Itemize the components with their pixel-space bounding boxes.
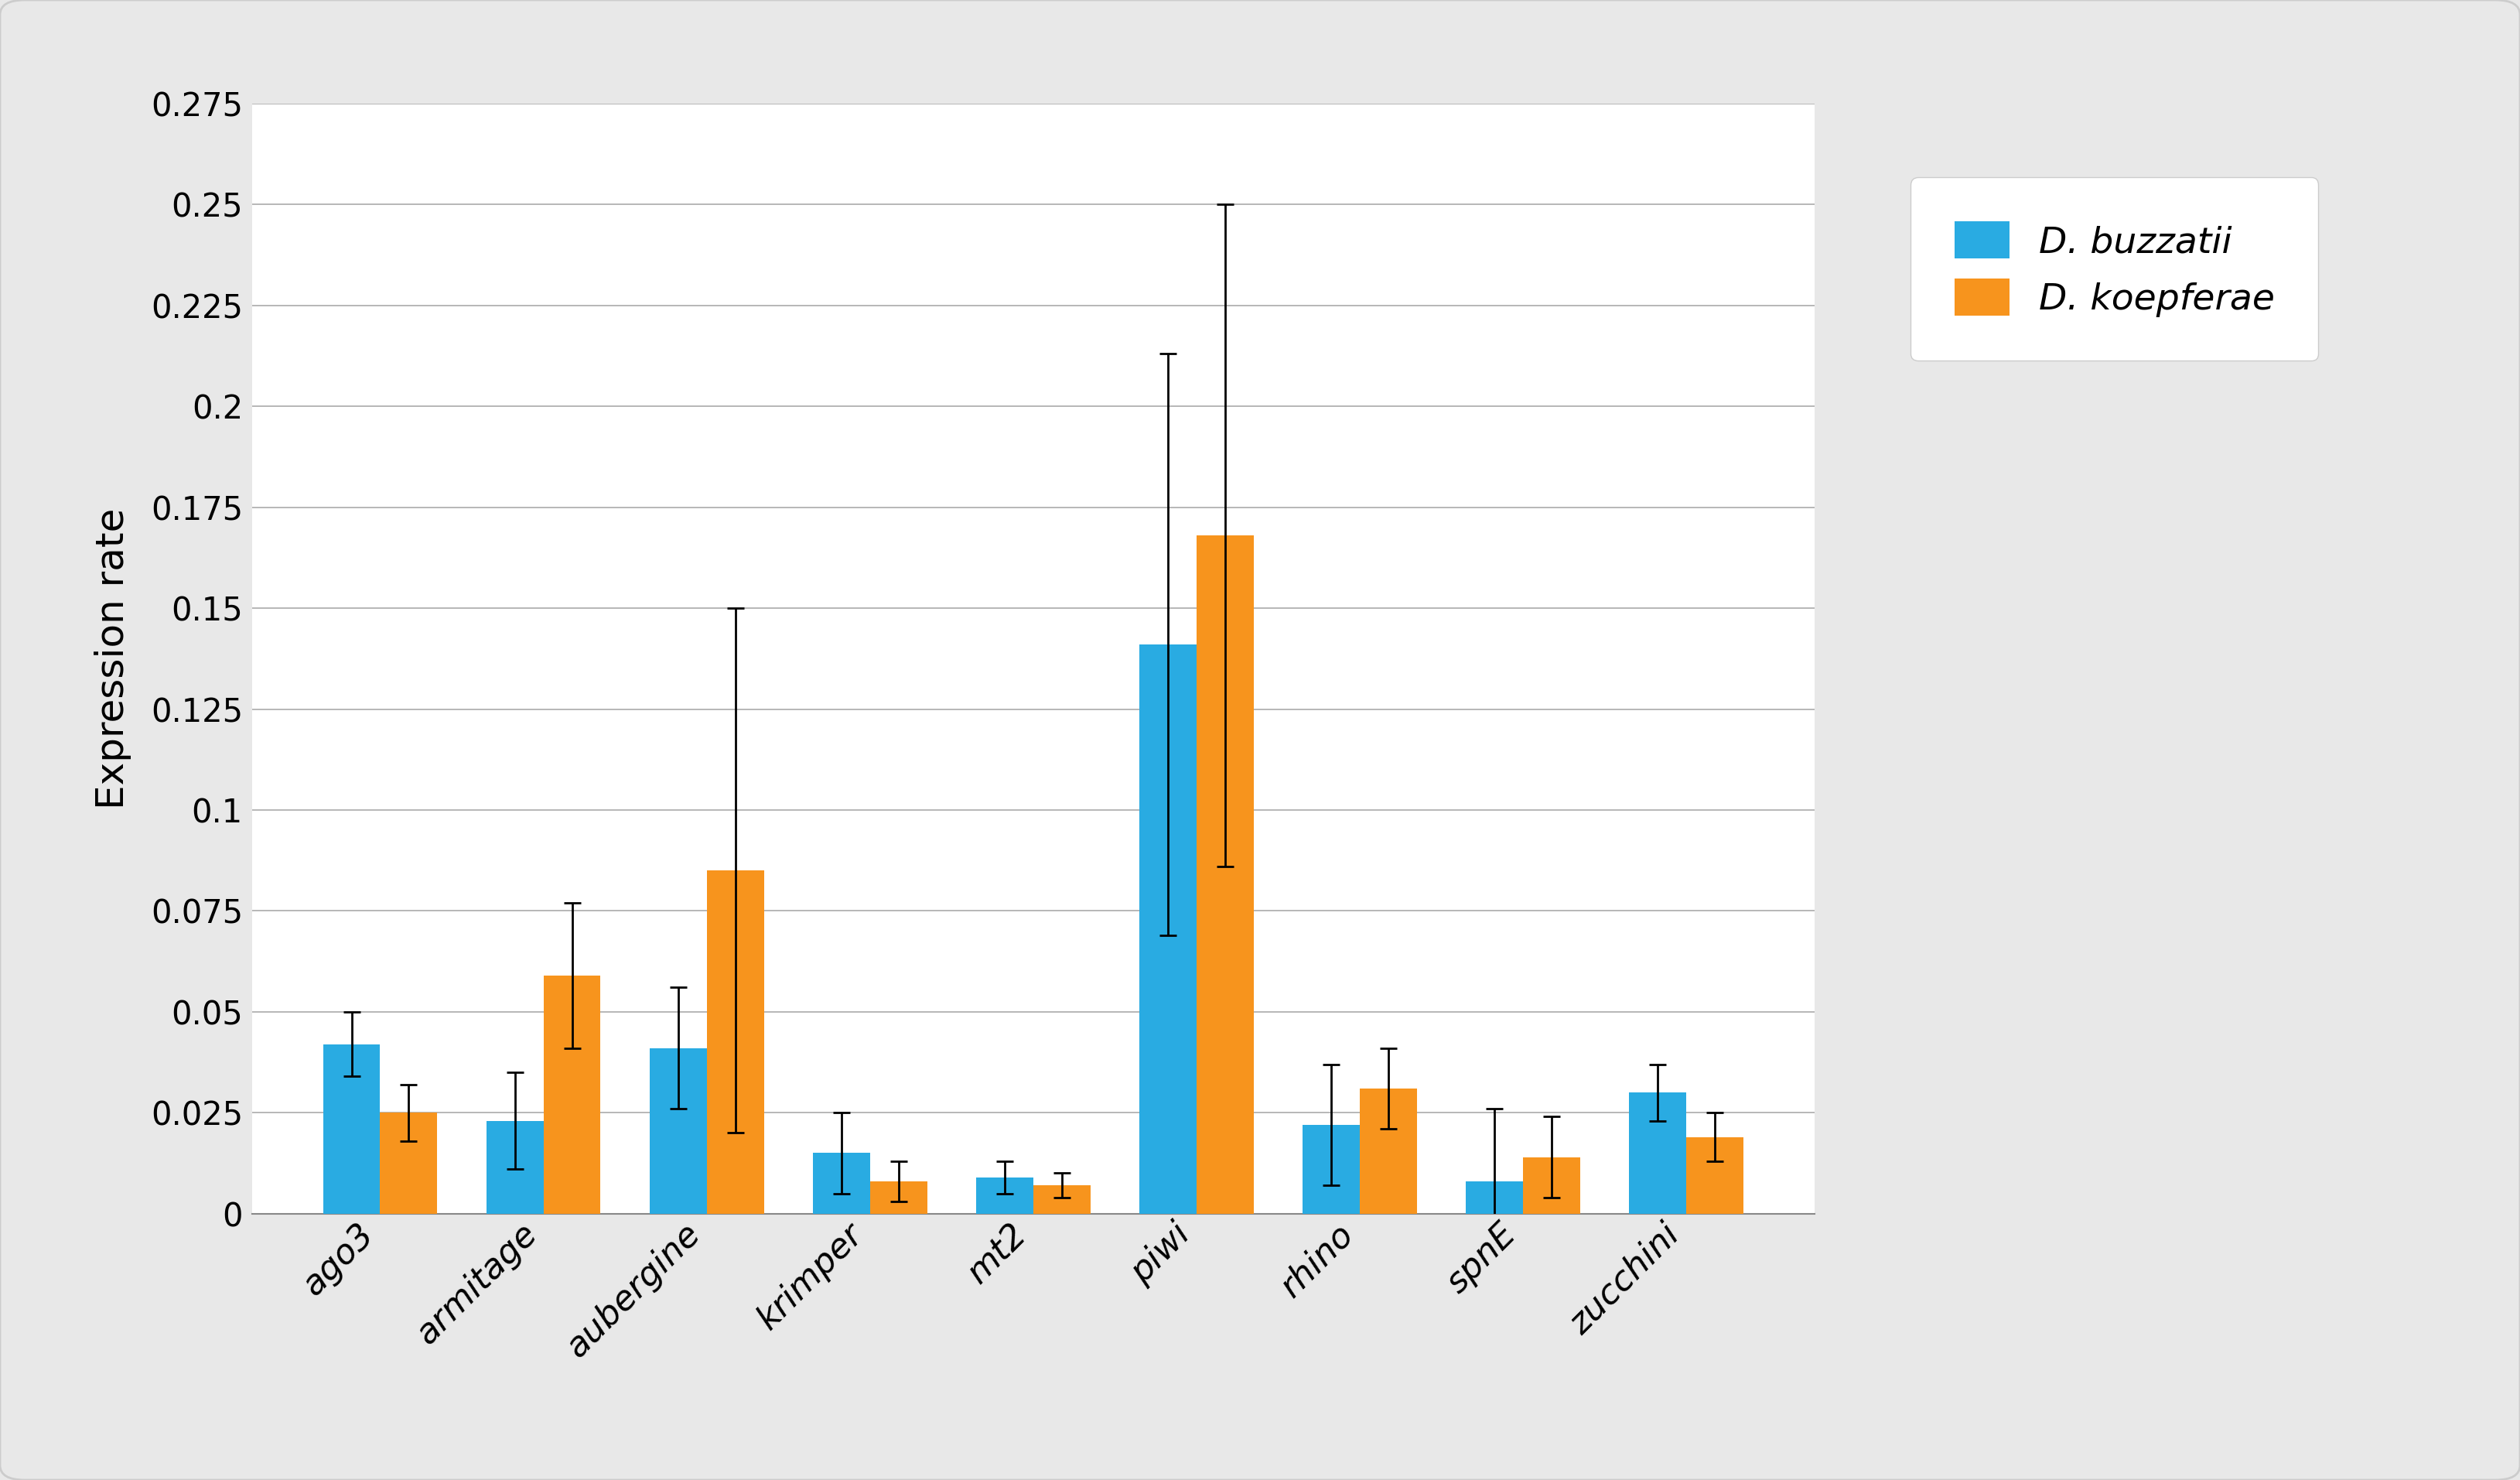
- Bar: [706, 870, 764, 1214]
- Bar: [1628, 1092, 1686, 1214]
- Bar: [544, 975, 600, 1214]
- Bar: [486, 1120, 544, 1214]
- Bar: [869, 1181, 927, 1214]
- Bar: [323, 1043, 381, 1214]
- Bar: [1361, 1088, 1416, 1214]
- Bar: [1686, 1137, 1744, 1214]
- Bar: [1522, 1157, 1580, 1214]
- Bar: [1139, 644, 1197, 1214]
- Bar: [814, 1153, 869, 1214]
- Bar: [1303, 1125, 1361, 1214]
- Y-axis label: Expression rate: Expression rate: [93, 508, 131, 810]
- Bar: [1033, 1185, 1091, 1214]
- Bar: [1467, 1181, 1522, 1214]
- Bar: [1197, 536, 1252, 1214]
- Bar: [381, 1113, 438, 1214]
- Bar: [650, 1048, 706, 1214]
- Bar: [975, 1177, 1033, 1214]
- Legend: D. buzzatii, D. koepferae: D. buzzatii, D. koepferae: [1910, 178, 2318, 361]
